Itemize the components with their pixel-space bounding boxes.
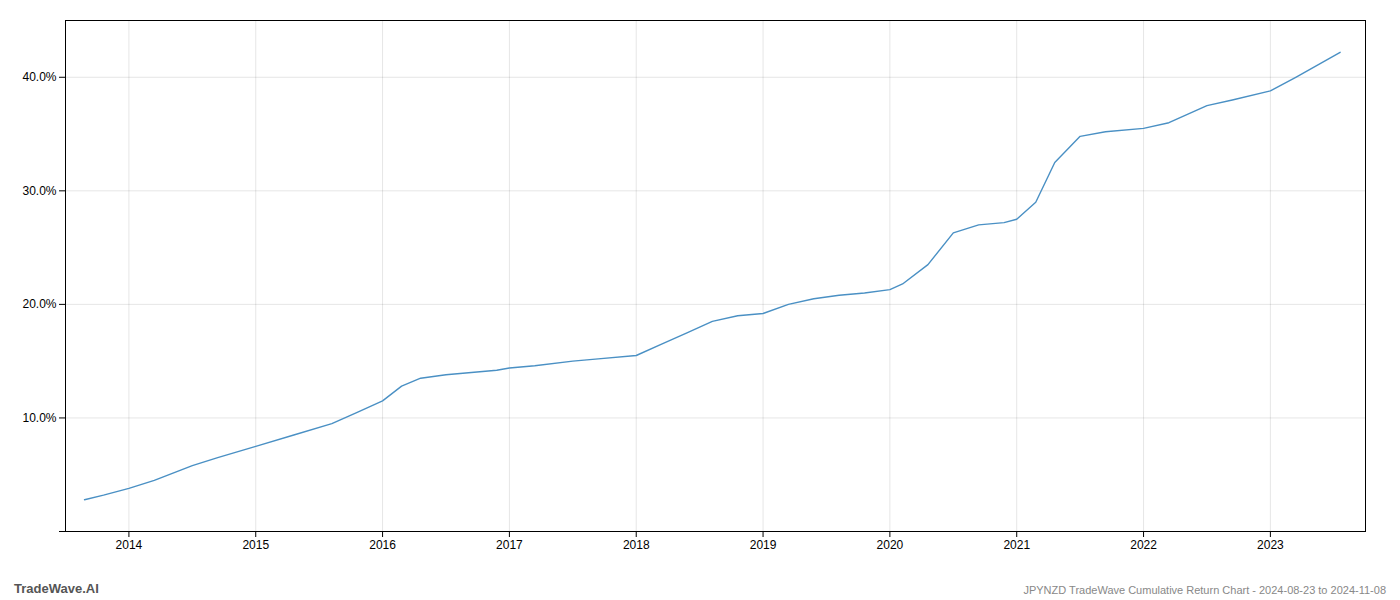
svg-text:2017: 2017 bbox=[496, 538, 523, 552]
svg-text:2019: 2019 bbox=[750, 538, 777, 552]
svg-text:2022: 2022 bbox=[1130, 538, 1157, 552]
html-text:TradeWave.AI: TradeWave.AI bbox=[14, 581, 99, 596]
svg-text:2016: 2016 bbox=[369, 538, 396, 552]
svg-text:30.0%: 30.0% bbox=[22, 184, 56, 198]
svg-text:2014: 2014 bbox=[116, 538, 143, 552]
svg-text:20.0%: 20.0% bbox=[22, 297, 56, 311]
svg-text:2015: 2015 bbox=[242, 538, 269, 552]
svg-text:2021: 2021 bbox=[1003, 538, 1030, 552]
svg-text:2020: 2020 bbox=[877, 538, 904, 552]
svg-text:2018: 2018 bbox=[623, 538, 650, 552]
svg-text:40.0%: 40.0% bbox=[22, 70, 56, 84]
html-text:JPYNZD TradeWave Cumulative Re: JPYNZD TradeWave Cumulative Return Chart… bbox=[1023, 584, 1386, 596]
svg-text:10.0%: 10.0% bbox=[22, 411, 56, 425]
svg-text:2023: 2023 bbox=[1257, 538, 1284, 552]
